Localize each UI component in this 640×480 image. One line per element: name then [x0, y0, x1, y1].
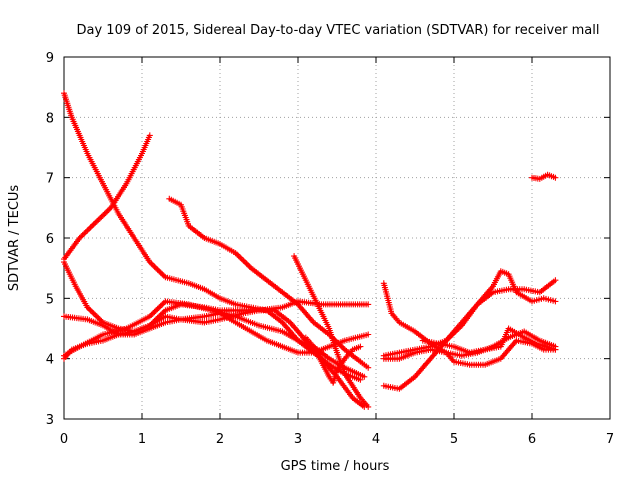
data-point [552, 277, 559, 284]
y-tick-label: 3 [46, 413, 54, 428]
data-point [552, 298, 559, 305]
y-tick-label: 7 [46, 172, 54, 187]
data-point [357, 343, 364, 350]
data-point [552, 346, 559, 353]
series-track-g [166, 195, 372, 371]
series-track-j [380, 280, 559, 359]
y-tick-label: 6 [46, 232, 54, 247]
data-point [552, 174, 559, 181]
series-track-l [380, 268, 559, 392]
x-tick-label: 0 [60, 432, 68, 447]
series-track-b [61, 132, 153, 263]
data-point [361, 373, 368, 380]
series-track-n [419, 325, 559, 356]
data-point [365, 301, 372, 308]
x-tick-label: 7 [606, 432, 614, 447]
y-tick-label: 8 [46, 111, 54, 126]
y-axis: 3 4 5 6 7 8 9 [46, 51, 610, 428]
x-tick-label: 1 [138, 432, 146, 447]
y-tick-label: 4 [46, 353, 54, 368]
y-axis-label: SDTVAR / TECUs [7, 185, 22, 292]
data-point [365, 364, 372, 371]
chart-title: Day 109 of 2015, Sidereal Day-to-day VTE… [77, 23, 600, 38]
data-marks [61, 90, 559, 410]
x-tick-label: 2 [216, 432, 224, 447]
data-point [146, 132, 153, 139]
data-point [365, 331, 372, 338]
x-tick-label: 3 [294, 432, 302, 447]
y-tick-label: 9 [46, 51, 54, 66]
x-axis: 0 1 2 3 4 5 6 7 [60, 57, 614, 447]
x-axis-label: GPS time / hours [281, 459, 390, 474]
data-point [365, 403, 372, 410]
series-track-h [291, 253, 372, 410]
series-track-o [529, 171, 559, 182]
series-track-i [302, 334, 364, 386]
x-tick-label: 4 [372, 432, 380, 447]
y-tick-label: 5 [46, 292, 54, 307]
x-tick-label: 5 [450, 432, 458, 447]
x-tick-label: 6 [528, 432, 536, 447]
